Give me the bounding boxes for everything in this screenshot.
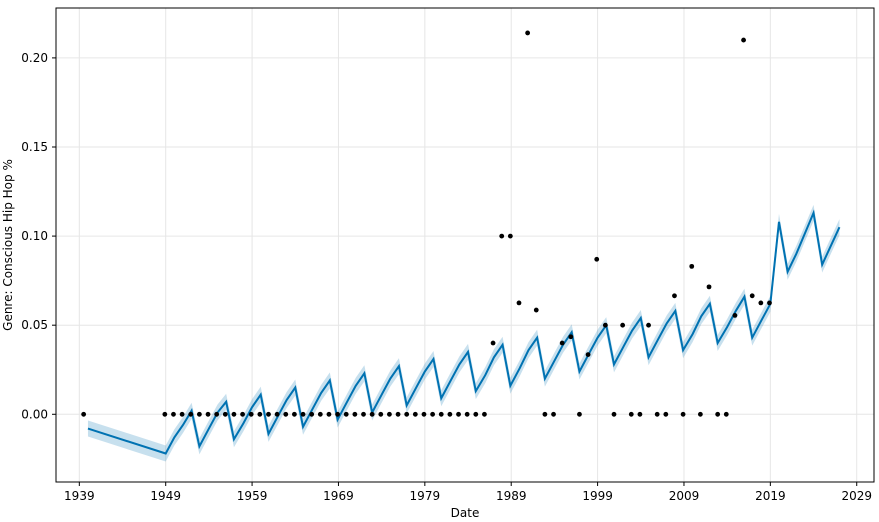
uncertainty-band bbox=[87, 204, 840, 462]
y-tick-label: 0.00 bbox=[21, 407, 48, 421]
observed-point bbox=[654, 411, 660, 417]
uncertainty-band-layer bbox=[87, 204, 840, 462]
observed-point bbox=[171, 411, 176, 417]
observed-point bbox=[473, 411, 479, 417]
observed-point bbox=[542, 411, 548, 417]
observed-point bbox=[317, 411, 323, 417]
observed-point bbox=[628, 411, 634, 417]
observed-point bbox=[369, 411, 375, 417]
x-axis-ticks: 1939 1949 1959 1969 1979 1989 1999 2009 2019 2029 bbox=[64, 482, 872, 503]
observed-point bbox=[568, 334, 574, 340]
observed-point bbox=[240, 411, 245, 417]
observed-point bbox=[162, 411, 168, 417]
observed-point bbox=[732, 312, 738, 318]
observed-point bbox=[741, 37, 746, 43]
y-tick-label: 0.10 bbox=[21, 229, 48, 243]
observed-point bbox=[602, 322, 608, 328]
observed-point bbox=[412, 411, 418, 417]
observed-point bbox=[387, 411, 392, 417]
forecast-line bbox=[87, 209, 841, 455]
y-tick-label: 0.05 bbox=[21, 318, 48, 332]
observed-point bbox=[196, 411, 202, 417]
observed-point bbox=[697, 411, 703, 417]
observed-point bbox=[248, 411, 254, 417]
observed-point bbox=[749, 293, 755, 299]
observed-point bbox=[361, 411, 366, 417]
observed-point bbox=[758, 300, 764, 306]
observed-point bbox=[404, 411, 410, 417]
x-tick-label: 1949 bbox=[150, 489, 181, 503]
observed-point bbox=[507, 233, 513, 239]
observed-point bbox=[525, 30, 531, 36]
observed-point bbox=[456, 411, 461, 417]
observed-point bbox=[352, 411, 358, 417]
observed-point bbox=[663, 411, 669, 417]
observed-point bbox=[533, 307, 539, 313]
observed-point bbox=[395, 411, 401, 417]
observed-point bbox=[723, 411, 729, 417]
observed-point bbox=[309, 411, 315, 417]
observed-point bbox=[292, 411, 297, 417]
observed-point bbox=[551, 411, 556, 417]
y-tick-label: 0.20 bbox=[21, 51, 48, 65]
y-axis-label: Genre: Conscious Hip Hop % bbox=[1, 159, 15, 331]
x-tick-label: 1959 bbox=[237, 489, 268, 503]
observed-point bbox=[283, 411, 289, 417]
observed-point bbox=[343, 411, 349, 417]
observed-point bbox=[672, 293, 677, 299]
y-tick-label: 0.15 bbox=[21, 140, 48, 154]
observed-point bbox=[689, 263, 695, 269]
observed-point bbox=[490, 340, 496, 346]
x-tick-label: 1969 bbox=[323, 489, 354, 503]
observed-point bbox=[680, 411, 686, 417]
observed-point bbox=[646, 322, 651, 328]
x-tick-label: 1979 bbox=[410, 489, 441, 503]
observed-point bbox=[577, 411, 582, 417]
observed-point bbox=[482, 411, 487, 417]
observed-point bbox=[300, 411, 306, 417]
plot-frame bbox=[55, 7, 875, 483]
observed-point bbox=[266, 411, 271, 417]
x-tick-label: 2019 bbox=[755, 489, 786, 503]
observed-point bbox=[637, 411, 643, 417]
observed-point bbox=[447, 411, 453, 417]
x-tick-label: 2029 bbox=[841, 489, 872, 503]
observed-point bbox=[611, 411, 617, 417]
observed-point bbox=[274, 411, 280, 417]
observed-point bbox=[214, 411, 220, 417]
observed-points-layer bbox=[81, 30, 772, 417]
observed-point bbox=[464, 411, 470, 417]
observed-point bbox=[559, 340, 565, 346]
observed-point bbox=[81, 411, 87, 417]
x-tick-label: 1999 bbox=[582, 489, 613, 503]
observed-point bbox=[326, 411, 332, 417]
x-tick-label: 1989 bbox=[496, 489, 527, 503]
observed-point bbox=[430, 411, 436, 417]
observed-point bbox=[222, 411, 228, 417]
x-tick-label: 2009 bbox=[669, 489, 700, 503]
observed-point bbox=[516, 300, 522, 306]
observed-point bbox=[335, 411, 340, 417]
observed-point bbox=[188, 411, 194, 417]
observed-point bbox=[767, 300, 772, 306]
x-tick-label: 1939 bbox=[64, 489, 95, 503]
observed-point bbox=[421, 411, 427, 417]
observed-point bbox=[620, 322, 626, 328]
observed-point bbox=[499, 233, 505, 239]
observed-point bbox=[706, 284, 712, 290]
observed-point bbox=[594, 256, 600, 262]
observed-point bbox=[257, 411, 263, 417]
forecast-line-layer bbox=[87, 209, 841, 455]
observed-point bbox=[438, 411, 444, 417]
y-axis-ticks: 0.00 0.05 0.10 0.15 0.20 bbox=[21, 51, 56, 421]
observed-point bbox=[585, 352, 591, 357]
observed-point bbox=[205, 411, 211, 417]
observed-point bbox=[378, 411, 384, 417]
x-axis-label: Date bbox=[451, 506, 480, 520]
observed-point bbox=[231, 411, 237, 417]
observed-point bbox=[715, 411, 721, 417]
observed-point bbox=[179, 411, 185, 417]
